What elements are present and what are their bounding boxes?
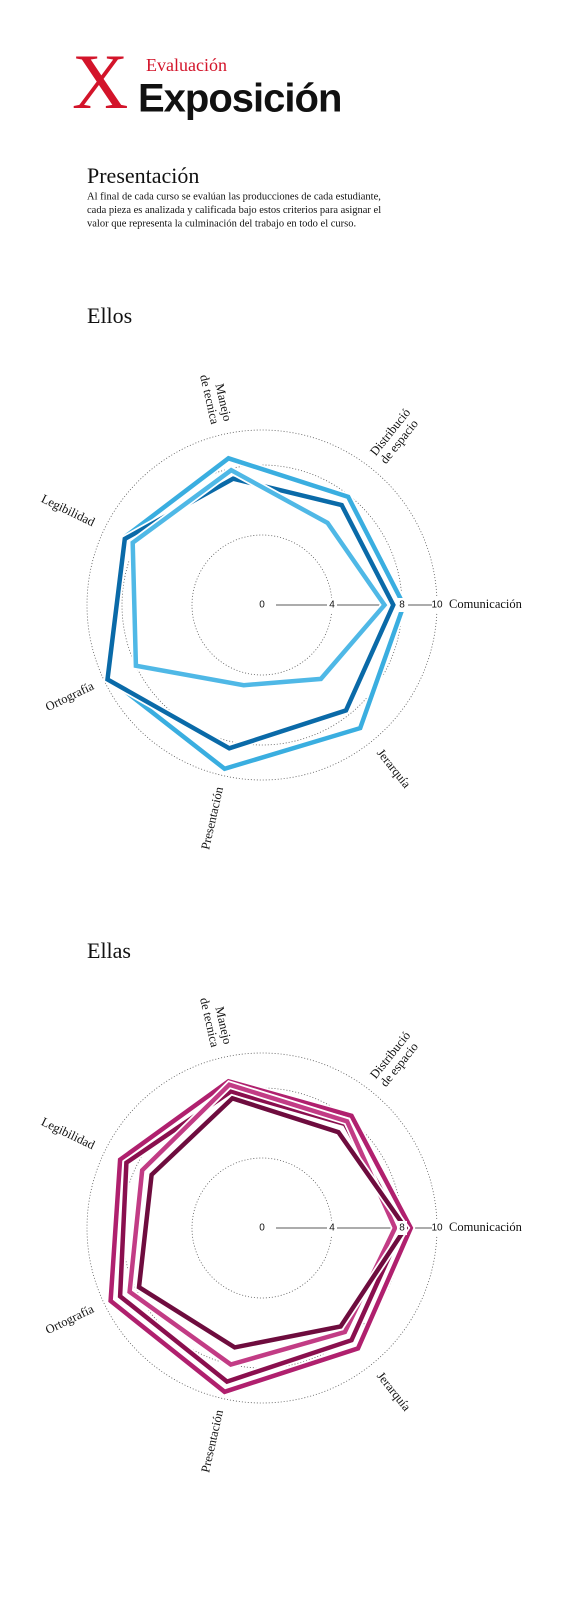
category-label: Comunicación	[449, 597, 523, 611]
tick-label: 0	[259, 1223, 265, 1234]
category-line: Legibilidad	[39, 492, 98, 530]
tick-label-bg	[257, 1221, 267, 1235]
radar: 0 4 8 10 Comunicación Jerarquía Presentación Or…	[39, 996, 523, 1474]
tick-label: 10	[431, 600, 443, 611]
tick-label: 4	[329, 600, 335, 611]
tick-label-bg	[257, 598, 267, 612]
series-line	[108, 1078, 414, 1395]
tick-label-bg	[327, 1221, 337, 1235]
category-label: Ortografía	[43, 679, 96, 714]
tick-label: 4	[329, 1223, 335, 1234]
tick-label-bg	[432, 598, 442, 612]
category-line: Ortografía	[43, 679, 96, 714]
category-line: Jerarquía	[374, 1369, 414, 1414]
intro-line: cada pieza es analizada y calificada baj…	[87, 205, 381, 216]
category-line: Comunicación	[449, 597, 523, 611]
category-line: Comunicación	[449, 1220, 523, 1234]
category-label: Ortografía	[43, 1302, 96, 1337]
intro-line: Al final de cada curso se evalúan las pr…	[87, 191, 381, 202]
intro-line: valor que representa la culminación del …	[87, 218, 356, 229]
category-line: Presentación	[198, 1408, 226, 1474]
category-line: Ortografía	[43, 1302, 96, 1337]
tick-label-bg	[327, 598, 337, 612]
radar: 0 4 8 10 Comunicación Jerarquía Presentación Or…	[39, 373, 523, 851]
category-line: Legibilidad	[39, 1115, 98, 1153]
tick-label: 10	[431, 1223, 443, 1234]
series-outline	[104, 453, 409, 774]
tick-label-bg	[432, 1221, 442, 1235]
category-label: Presentación	[198, 1408, 226, 1474]
logo-mark: X	[72, 38, 128, 125]
category-label: Presentación	[198, 785, 226, 851]
chart-title: Ellos	[87, 303, 132, 328]
tick-label: 0	[259, 600, 265, 611]
chart-title: Ellas	[87, 938, 131, 963]
category-label: Jerarquía	[374, 1369, 414, 1414]
series-line	[105, 476, 396, 751]
tick-label-bg	[397, 1221, 407, 1235]
category-line: Jerarquía	[374, 746, 414, 791]
category-label: Legibilidad	[39, 1115, 98, 1153]
tick-label-bg	[397, 598, 407, 612]
intro-title: Presentación	[87, 163, 199, 188]
category-label: Comunicación	[449, 1220, 523, 1234]
kicker: Evaluación	[146, 55, 227, 75]
tick-label: 8	[399, 1223, 405, 1234]
series-line	[130, 467, 388, 688]
series-line	[136, 1095, 409, 1350]
main-title: Exposición	[138, 77, 341, 121]
category-line: Presentación	[198, 785, 226, 851]
category-label: Jerarquía	[374, 746, 414, 791]
series-line	[127, 1082, 398, 1367]
tick-label: 8	[399, 600, 405, 611]
category-label: Legibilidad	[39, 492, 98, 530]
